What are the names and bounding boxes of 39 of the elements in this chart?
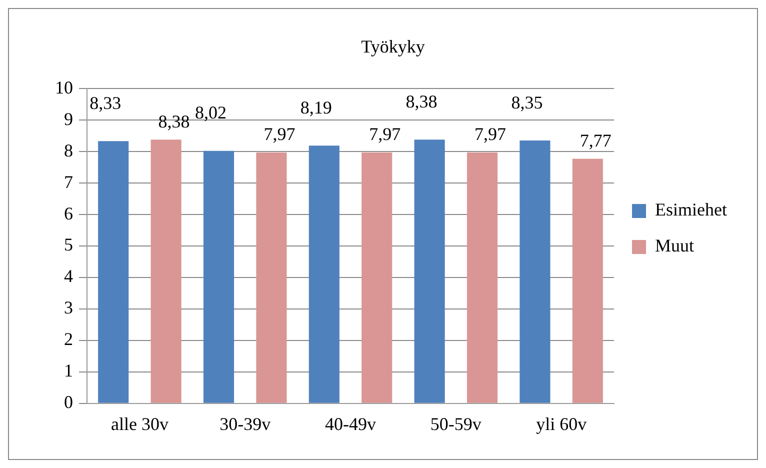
bar (572, 158, 603, 403)
y-tick-label: 0 (64, 392, 73, 412)
y-tick-label: 10 (55, 77, 73, 98)
bar (150, 140, 182, 403)
x-tick-label: 30-39v (220, 414, 271, 434)
chart-title: Työkyky (361, 36, 425, 57)
data-label: 8,35 (511, 92, 543, 112)
y-tick-label: 6 (64, 203, 73, 224)
y-tick-label: 4 (64, 266, 73, 286)
bar (256, 152, 287, 403)
y-tick-label: 5 (64, 234, 73, 255)
bar (466, 152, 498, 403)
data-label: 7,77 (580, 130, 612, 151)
data-label: 8,33 (90, 92, 122, 113)
x-tick-label: 40-49v (325, 414, 376, 434)
data-label: 8,38 (406, 91, 438, 112)
x-tick-label: 50-59v (430, 414, 482, 434)
bar (414, 140, 445, 403)
bar (362, 152, 392, 403)
y-tick-label: 2 (64, 329, 73, 350)
x-tick-label: alle 30v (110, 414, 168, 434)
x-tick-label: yli 60v (536, 414, 587, 434)
bar (203, 150, 234, 403)
data-label: 8,38 (158, 111, 190, 132)
data-label: 7,97 (474, 124, 506, 144)
y-tick-label: 8 (64, 140, 73, 160)
data-label: 8,19 (300, 97, 332, 118)
bar (520, 140, 550, 403)
y-tick-label: 3 (64, 298, 73, 318)
y-tick-label: 7 (64, 172, 73, 192)
y-tick-label: 9 (64, 108, 73, 129)
y-tick-label: 1 (64, 360, 73, 381)
legend-label: Muut (655, 236, 694, 256)
data-label: 7,97 (264, 124, 296, 144)
data-label: 8,02 (195, 102, 227, 123)
bar (98, 141, 129, 403)
data-label: 7,97 (369, 124, 401, 144)
bar (308, 146, 340, 403)
legend-label: Esimiehet (655, 200, 727, 220)
